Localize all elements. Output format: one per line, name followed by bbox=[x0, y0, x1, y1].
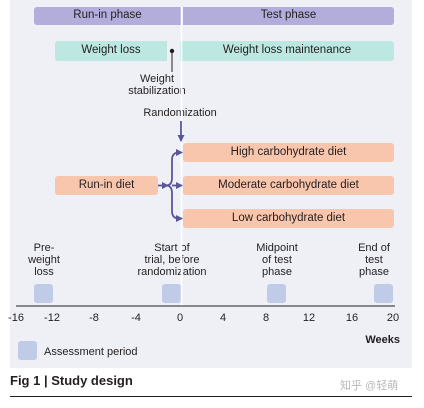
assessment-marker-pre-weight-loss bbox=[34, 284, 53, 303]
axis-tick-label: 8 bbox=[262, 312, 270, 324]
diet-branch-brace bbox=[165, 151, 180, 220]
assessment-marker-start-of-trial bbox=[162, 284, 181, 303]
weight-loss-bar: Weight loss bbox=[55, 41, 167, 61]
high-carbohydrate-diet-bar: High carbohydrate diet bbox=[183, 143, 394, 162]
axis-tick-label: -16 bbox=[8, 312, 24, 324]
axis-tick-label: -8 bbox=[89, 312, 99, 324]
weight-loss-maintenance-bar: Weight loss maintenance bbox=[180, 41, 394, 61]
moderate-carbohydrate-diet-bar: Moderate carbohydrate diet bbox=[183, 176, 394, 195]
legend-assessment-swatch bbox=[18, 341, 37, 360]
assessment-label-pre-weight-loss: Pre- weight loss bbox=[28, 242, 60, 278]
assessment-label-end: End of test phase bbox=[358, 242, 390, 278]
test-phase-bar: Test phase bbox=[183, 7, 394, 25]
watermark: 知乎 @轻萌 bbox=[340, 380, 399, 392]
figure-caption: Fig 1 | Study design bbox=[10, 373, 133, 388]
axis-tick-label: 16 bbox=[345, 312, 359, 324]
run-in-diet-bar: Run-in diet bbox=[55, 176, 158, 195]
caption-rule bbox=[10, 396, 412, 397]
randomization-label: Randomization bbox=[143, 107, 217, 119]
assessment-label-start-of-trial: Start of trial, before randomization bbox=[137, 242, 207, 278]
assessment-label-midpoint: Midpoint of test phase bbox=[256, 242, 298, 278]
legend-assessment-period: Assessment period bbox=[44, 346, 138, 358]
axis-tick-label: 20 bbox=[386, 312, 400, 324]
axis-tick-label: 0 bbox=[176, 312, 184, 324]
axis-label-weeks: Weeks bbox=[365, 334, 400, 346]
weight-stabilization-label: Weight stabilization bbox=[128, 73, 186, 97]
assessment-marker-end bbox=[374, 284, 393, 303]
assessment-marker-midpoint bbox=[267, 284, 286, 303]
axis-tick-label: 12 bbox=[302, 312, 316, 324]
axis-tick-label: -4 bbox=[131, 312, 141, 324]
low-carbohydrate-diet-bar: Low carbohydrate diet bbox=[183, 209, 394, 228]
axis-tick-label: 4 bbox=[219, 312, 227, 324]
axis-tick-label: -12 bbox=[44, 312, 60, 324]
run-in-phase-bar: Run-in phase bbox=[34, 7, 181, 25]
stabilization-dot bbox=[169, 48, 175, 54]
